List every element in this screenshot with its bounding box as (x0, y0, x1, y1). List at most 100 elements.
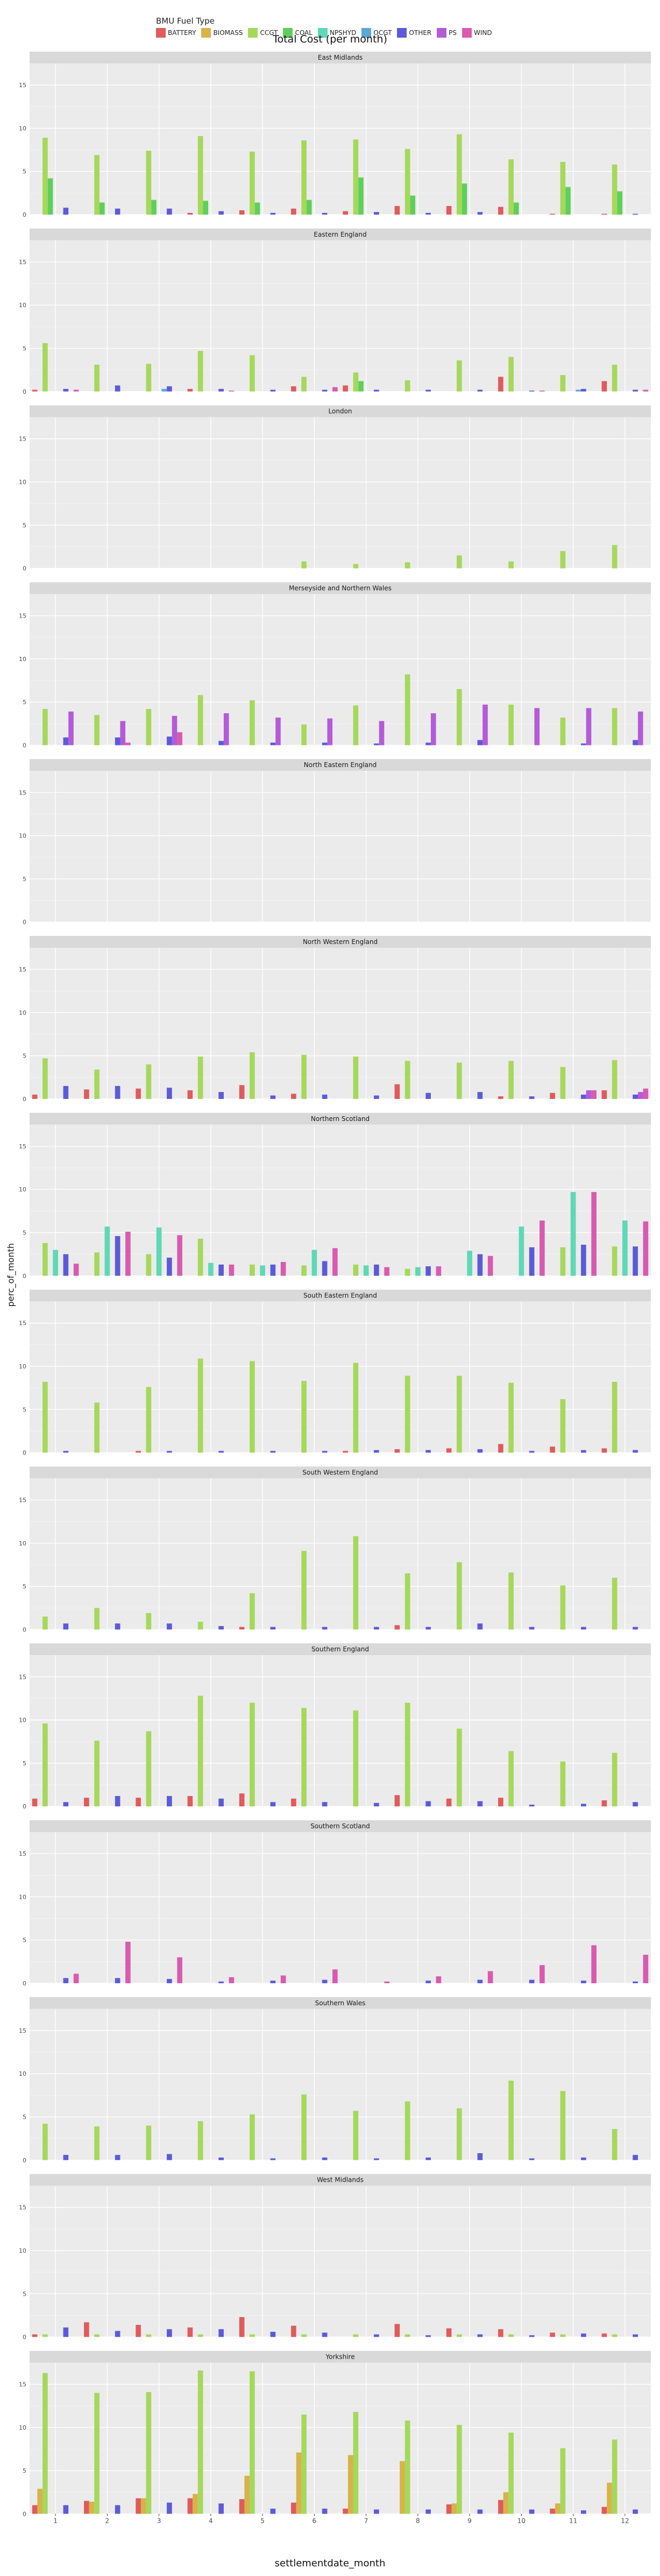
x-tick-label: 10 (517, 2517, 526, 2524)
bar-ccgt (197, 695, 203, 746)
panel-strip-label: North Western England (303, 938, 378, 946)
panel-southern-wales: Southern Wales 0 5 10 15 (19, 1997, 651, 2164)
legend-swatch (397, 28, 407, 38)
bar-npshyd (363, 1265, 369, 1276)
x-tick-label: 5 (260, 2517, 265, 2524)
bar-ps (586, 708, 592, 746)
bar-battery (187, 2327, 193, 2337)
bar-coal (617, 191, 623, 215)
bar-battery (187, 2498, 193, 2514)
bar-ccgt (560, 2448, 566, 2514)
bar-ccgt (560, 718, 566, 746)
bar-other (477, 1449, 483, 1453)
legend-label: PS (449, 29, 457, 37)
bar-other (633, 1627, 638, 1630)
bar-ccgt (94, 715, 100, 746)
bar-ccgt (250, 151, 255, 215)
panel-background (30, 2185, 651, 2337)
panel-strip-label: Merseyside and Northern Wales (289, 584, 392, 592)
bar-other (374, 1803, 379, 1807)
bar-battery (239, 210, 245, 215)
bar-other (270, 2158, 276, 2160)
bar-battery (32, 1798, 38, 1807)
bar-other (218, 1798, 224, 1807)
bar-ccgt (301, 2414, 307, 2514)
bar-ccgt (404, 2420, 410, 2514)
bar-coal (410, 195, 416, 215)
bar-ccgt (612, 164, 618, 215)
bar-ps (172, 715, 178, 746)
x-tick-label: 1 (53, 2517, 58, 2524)
bar-other (322, 2157, 328, 2160)
x-tick-label: 11 (569, 2517, 577, 2524)
panel-strip (30, 1112, 651, 1125)
bar-other (167, 2502, 172, 2514)
bar-ccgt (250, 700, 255, 746)
bar-ccgt (404, 148, 410, 215)
bar-other (322, 389, 328, 392)
panel-strip (30, 1997, 651, 2009)
bar-other (218, 1451, 224, 1453)
bar-other (167, 1623, 172, 1630)
bar-battery (187, 212, 193, 215)
bar-other (115, 385, 120, 392)
bar-other (633, 1246, 638, 1276)
bar-other (63, 1802, 69, 1807)
x-axis-label: settlementdate_month (274, 2558, 386, 2569)
bar-ccgt (250, 1593, 255, 1630)
bar-ps (275, 718, 281, 746)
panel-yorkshire: Yorkshire 0 5 10 15 (19, 2351, 651, 2517)
bar-ccgt (612, 365, 618, 392)
panel-strip-label: East Midlands (318, 54, 363, 61)
panel-background (30, 1124, 651, 1276)
bar-coal (151, 200, 157, 215)
bar-other (529, 1979, 535, 1983)
bar-other (374, 1627, 379, 1630)
bar-ccgt (301, 1708, 307, 1807)
bar-other (167, 1978, 172, 1983)
bar-ccgt (612, 1578, 618, 1630)
bar-battery (498, 2329, 503, 2337)
bar-other (374, 212, 379, 215)
bar-other (581, 1450, 586, 1453)
bar-ccgt (353, 2411, 359, 2514)
bar-battery (550, 1446, 555, 1453)
bar-biomass (555, 2503, 560, 2514)
bar-coal (306, 200, 312, 215)
bar-npshyd (570, 1192, 576, 1276)
y-tick-label: 0 (23, 1980, 26, 1987)
bar-wind (591, 1090, 597, 1099)
bar-other (529, 1096, 535, 1099)
bar-battery (136, 2498, 141, 2514)
bar-battery (32, 389, 38, 392)
bar-ccgt (560, 1067, 566, 1099)
bar-ps (637, 1092, 643, 1099)
bar-wind (125, 1231, 131, 1276)
bar-other (581, 743, 586, 746)
bar-battery (239, 1085, 245, 1099)
bar-ccgt (612, 2334, 618, 2337)
bar-battery (446, 2504, 452, 2514)
bar-ccgt (508, 1751, 514, 1807)
bar-ccgt (146, 151, 152, 215)
bar-other (63, 1085, 69, 1099)
bar-wind (332, 1969, 338, 1983)
bar-ps (637, 711, 643, 746)
panel-background (30, 948, 651, 1099)
bar-other (581, 1094, 586, 1099)
bar-ccgt (250, 1702, 255, 1807)
bar-ccgt (508, 2432, 514, 2514)
bar-ccgt (457, 1562, 462, 1630)
bar-wind (125, 742, 131, 746)
bar-ccgt (197, 1621, 203, 1630)
bar-battery (239, 1793, 245, 1807)
bar-ccgt (42, 1058, 48, 1099)
bar-ccgt (250, 1264, 255, 1276)
bar-battery (394, 1449, 400, 1453)
bar-other (218, 1981, 224, 1983)
bar-other (63, 388, 69, 392)
panel-background (30, 1655, 651, 1807)
bar-ccgt (94, 1069, 100, 1099)
bar-other (270, 1981, 276, 1983)
y-tick-label: 0 (23, 1450, 26, 1457)
